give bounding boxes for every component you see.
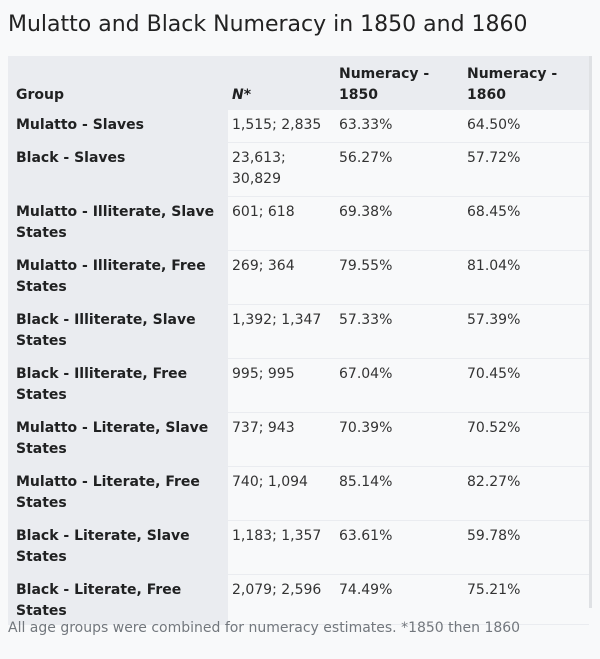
row-n-value: 995; 995 — [228, 358, 331, 412]
row-group-label: Mulatto - Slaves — [8, 110, 228, 142]
row-numeracy-1860: 68.45% — [459, 196, 589, 250]
row-n-value: 1,515; 2,835 — [228, 110, 331, 142]
row-numeracy-1860: 82.27% — [459, 466, 589, 520]
row-n-value: 269; 364 — [228, 250, 331, 304]
row-numeracy-1860: 70.45% — [459, 358, 589, 412]
row-n-value: 740; 1,094 — [228, 466, 331, 520]
row-n-value: 23,613; 30,829 — [228, 142, 331, 196]
row-numeracy-1850: 74.49% — [331, 574, 459, 624]
table-row: Mulatto - Literate, Free States 740; 1,0… — [8, 466, 589, 520]
table-row: Mulatto - Slaves 1,515; 2,835 63.33% 64.… — [8, 110, 589, 142]
row-numeracy-1850: 56.27% — [331, 142, 459, 196]
row-numeracy-1850: 85.14% — [331, 466, 459, 520]
row-numeracy-1850: 63.33% — [331, 110, 459, 142]
row-numeracy-1860: 57.39% — [459, 304, 589, 358]
header-numeracy-1860: Numeracy - 1860 — [459, 56, 589, 110]
row-numeracy-1860: 81.04% — [459, 250, 589, 304]
table-row: Black - Literate, Slave States 1,183; 1,… — [8, 520, 589, 574]
numeracy-table: Group N* Numeracy - 1850 Numeracy - 1860… — [8, 56, 589, 625]
numeracy-table-container: Group N* Numeracy - 1850 Numeracy - 1860… — [8, 56, 592, 624]
row-numeracy-1860: 57.72% — [459, 142, 589, 196]
row-group-label: Black - Illiterate, Free States — [8, 358, 228, 412]
row-group-label: Black - Literate, Slave States — [8, 520, 228, 574]
page-title: Mulatto and Black Numeracy in 1850 and 1… — [8, 12, 528, 37]
table-row: Mulatto - Literate, Slave States 737; 94… — [8, 412, 589, 466]
row-n-value: 1,392; 1,347 — [228, 304, 331, 358]
row-n-value: 2,079; 2,596 — [228, 574, 331, 624]
row-numeracy-1860: 70.52% — [459, 412, 589, 466]
row-numeracy-1850: 63.61% — [331, 520, 459, 574]
header-numeracy-1850: Numeracy - 1850 — [331, 56, 459, 110]
row-group-label: Mulatto - Illiterate, Free States — [8, 250, 228, 304]
table-row: Mulatto - Illiterate, Slave States 601; … — [8, 196, 589, 250]
row-group-label: Mulatto - Illiterate, Slave States — [8, 196, 228, 250]
row-n-value: 1,183; 1,357 — [228, 520, 331, 574]
row-group-label: Black - Literate, Free States — [8, 574, 228, 624]
table-header-row: Group N* Numeracy - 1850 Numeracy - 1860 — [8, 56, 589, 110]
header-n: N* — [228, 56, 331, 110]
row-numeracy-1860: 64.50% — [459, 110, 589, 142]
row-group-label: Mulatto - Literate, Slave States — [8, 412, 228, 466]
row-group-label: Black - Slaves — [8, 142, 228, 196]
row-numeracy-1850: 67.04% — [331, 358, 459, 412]
row-n-value: 737; 943 — [228, 412, 331, 466]
row-numeracy-1850: 70.39% — [331, 412, 459, 466]
table-row: Black - Illiterate, Slave States 1,392; … — [8, 304, 589, 358]
row-n-value: 601; 618 — [228, 196, 331, 250]
table-footnote: All age groups were combined for numerac… — [8, 620, 521, 636]
table-row: Black - Illiterate, Free States 995; 995… — [8, 358, 589, 412]
row-numeracy-1860: 59.78% — [459, 520, 589, 574]
table-row: Black - Slaves 23,613; 30,829 56.27% 57.… — [8, 142, 589, 196]
row-numeracy-1850: 57.33% — [331, 304, 459, 358]
table-row: Black - Literate, Free States 2,079; 2,5… — [8, 574, 589, 624]
row-numeracy-1850: 69.38% — [331, 196, 459, 250]
row-group-label: Mulatto - Literate, Free States — [8, 466, 228, 520]
table-row: Mulatto - Illiterate, Free States 269; 3… — [8, 250, 589, 304]
row-group-label: Black - Illiterate, Slave States — [8, 304, 228, 358]
row-numeracy-1860: 75.21% — [459, 574, 589, 624]
header-group: Group — [8, 56, 228, 110]
row-numeracy-1850: 79.55% — [331, 250, 459, 304]
